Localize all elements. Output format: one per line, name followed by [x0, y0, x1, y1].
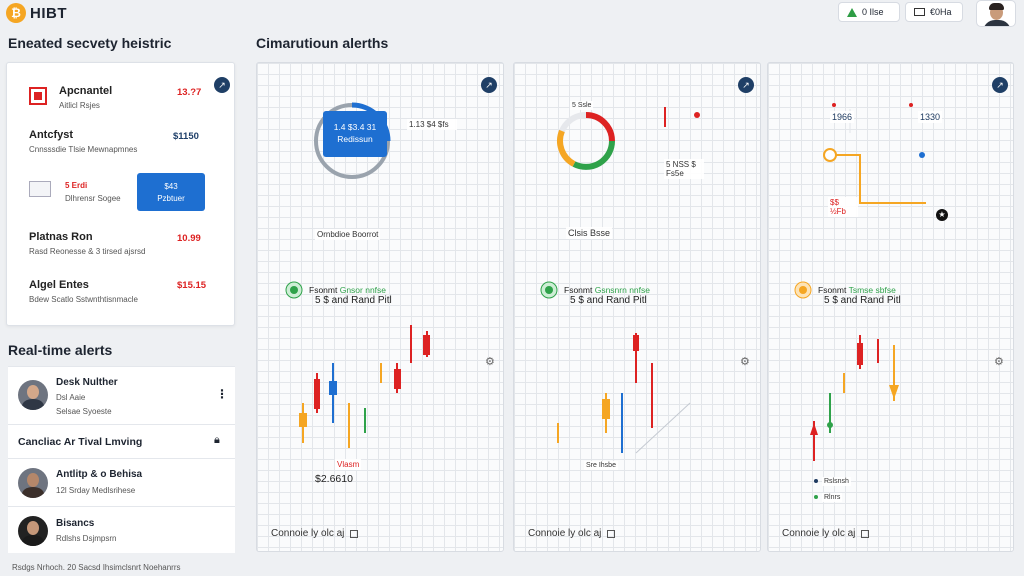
heuristics-title: Eneated secvety heistric	[8, 35, 172, 51]
panel-1-footer: Connoie ly olc aj	[271, 528, 359, 539]
panel-1-green-row: Fsonmt Gnsor nnfse	[285, 281, 386, 299]
star-icon[interactable]: ★	[936, 209, 948, 221]
expand-icon[interactable]: ↗	[992, 77, 1008, 93]
panel-1-box-label: 1.13 $4 $fs	[407, 119, 457, 130]
alert-item-4[interactable]: Bisancs Rdlshs Dsjmpsrn	[8, 506, 235, 553]
avatar	[18, 516, 48, 546]
panel-1-highlight[interactable]: 1.4 $3.4 31 Redissun	[323, 111, 387, 157]
orange-status-icon	[794, 281, 812, 299]
expand-icon[interactable]: ↗	[214, 77, 230, 93]
user-avatar[interactable]	[976, 0, 1016, 27]
document-icon	[29, 181, 51, 197]
simulation-alerts-title: Cimarutioun alerths	[256, 35, 389, 51]
heuristic-row-5[interactable]: Algel Entes Bdew Scatlo Sstwnthtisnmacle	[29, 279, 138, 304]
panel-2-green-row: Fsonmt Gsnsnrn nnfse	[540, 281, 650, 299]
panel-2-box-label: 5 NSS $ Fs5e	[664, 159, 704, 179]
chart-panel-3[interactable]: ↗ 1966 1330 $$ ½Fb ★ Fsonmt Tsmse sbfse …	[767, 62, 1014, 552]
panel-1-mid-label: Ornbdioe Boorrot	[315, 229, 381, 240]
panel-3-top-label: 1966	[830, 111, 855, 123]
heuristic-value-4: 10.99	[177, 233, 201, 244]
panel-3-candles	[810, 335, 899, 499]
panel-1-big-text: 5 $ and Rand Pitl	[315, 295, 392, 306]
more-options-icon[interactable]: ⋮	[216, 387, 228, 401]
alert-item-1[interactable]: Desk Nulther Dsl Aaie Selsae Syoeste ⋮	[8, 366, 235, 424]
green-status-icon	[285, 281, 303, 299]
mail-icon	[914, 8, 925, 16]
bitcoin-logo-icon: ₿	[6, 3, 26, 23]
heuristic-value-5: $15.15	[177, 280, 207, 291]
footer-note: Rsdgs Nrhoch. 20 Sacsd Ihsimclsnrt Noeha…	[12, 563, 181, 572]
app-name: HIBT	[30, 4, 67, 22]
warning-triangle-icon	[847, 7, 857, 17]
top-bar: ₿ HIBT 0 Ilse €0Ha	[0, 0, 1024, 28]
panel-2-candles	[557, 333, 691, 454]
panel-2-price-label: Sre Ihsbe	[584, 461, 618, 470]
messages-label: €0Ha	[930, 7, 952, 17]
chart-panel-1[interactable]: ↗ 1.4 $3.4 31 Redissun 1.13 $4 $fs Ornbd…	[256, 62, 504, 552]
chart-panel-2[interactable]: ↗ 5 Ssle 5 NSS $ Fs5e Clsis Bsse Fsonmt …	[513, 62, 761, 552]
settings-icon[interactable]: ⚙︎	[994, 356, 1004, 368]
alerts-status-label: 0 Ilse	[862, 7, 884, 17]
app-logo[interactable]: ₿ HIBT	[6, 3, 67, 23]
checkbox-icon[interactable]	[350, 529, 359, 538]
settings-icon[interactable]: ⚙︎	[740, 356, 750, 368]
alert-flag-icon	[29, 87, 47, 105]
highlight-summary[interactable]: $43 Pzbtuer	[137, 173, 205, 211]
panel-1-price-label: Vlasm	[335, 459, 362, 470]
panel-1-candles	[299, 325, 430, 448]
panel-2-donut	[557, 107, 700, 170]
avatar	[18, 380, 48, 410]
heuristic-value-1: 13.?7	[177, 87, 202, 98]
panel-3-box-label: $$ ½Fb	[828, 197, 858, 217]
heuristic-row-2[interactable]: Antcfyst Cnnsssdie Tlsie Mewnapmnes	[29, 129, 138, 154]
panel-2-big-text: 5 $ and Rand Pitl	[570, 295, 647, 306]
heuristic-value-2: $1150	[173, 131, 199, 142]
panel-2-footer: Connoie ly olc aj	[528, 528, 616, 539]
alert-item-3[interactable]: Antlitp & o Behisa 12l Srday Medlsrihese	[8, 458, 235, 506]
realtime-alerts-title: Real-time alerts	[8, 342, 113, 358]
panel-3-green-row: Fsonmt Tsmse sbfse	[794, 281, 896, 299]
alert-item-2[interactable]: Cancliac Ar Tival Lmving 🔒︎	[8, 424, 235, 458]
panel-3-footer: Connoie ly olc aj	[782, 528, 870, 539]
messages-button[interactable]: €0Ha	[905, 2, 963, 22]
panel-3-lines	[823, 103, 926, 204]
panel-1-price: $2.6610	[315, 473, 353, 485]
panel-2-mid-label: Clsis Bsse	[566, 227, 613, 239]
expand-icon[interactable]: ↗	[481, 77, 497, 93]
panel-3-note-2: Rlnrs	[822, 493, 843, 502]
heuristics-card: ↗ Apcnantel Aitlicl Rsjes 13.?7 Antcfyst…	[6, 62, 235, 326]
settings-icon[interactable]: ⚙︎	[485, 356, 495, 368]
expand-icon[interactable]: ↗	[738, 77, 754, 93]
heuristic-row-3[interactable]: 5 Erdi Dlhrensr Sogee	[65, 181, 121, 203]
alerts-status-button[interactable]: 0 Ilse	[838, 2, 900, 22]
heuristic-row-4[interactable]: Platnas Ron Rasd Reonesse & 3 tirsed ajs…	[29, 231, 146, 256]
checkbox-icon[interactable]	[607, 529, 616, 538]
heuristic-row-1[interactable]: Apcnantel Aitlicl Rsjes	[59, 85, 113, 110]
avatar	[18, 468, 48, 498]
lock-icon[interactable]: 🔒︎	[214, 434, 220, 446]
green-status-icon	[540, 281, 558, 299]
panel-3-big-text: 5 $ and Rand Pitl	[824, 295, 901, 306]
panel-3-note-1: Rslsnsh	[822, 477, 851, 486]
panel-2-top-label: 5 Ssle	[570, 101, 594, 110]
checkbox-icon[interactable]	[861, 529, 870, 538]
panel-3-top-label-2: 1330	[918, 111, 943, 123]
